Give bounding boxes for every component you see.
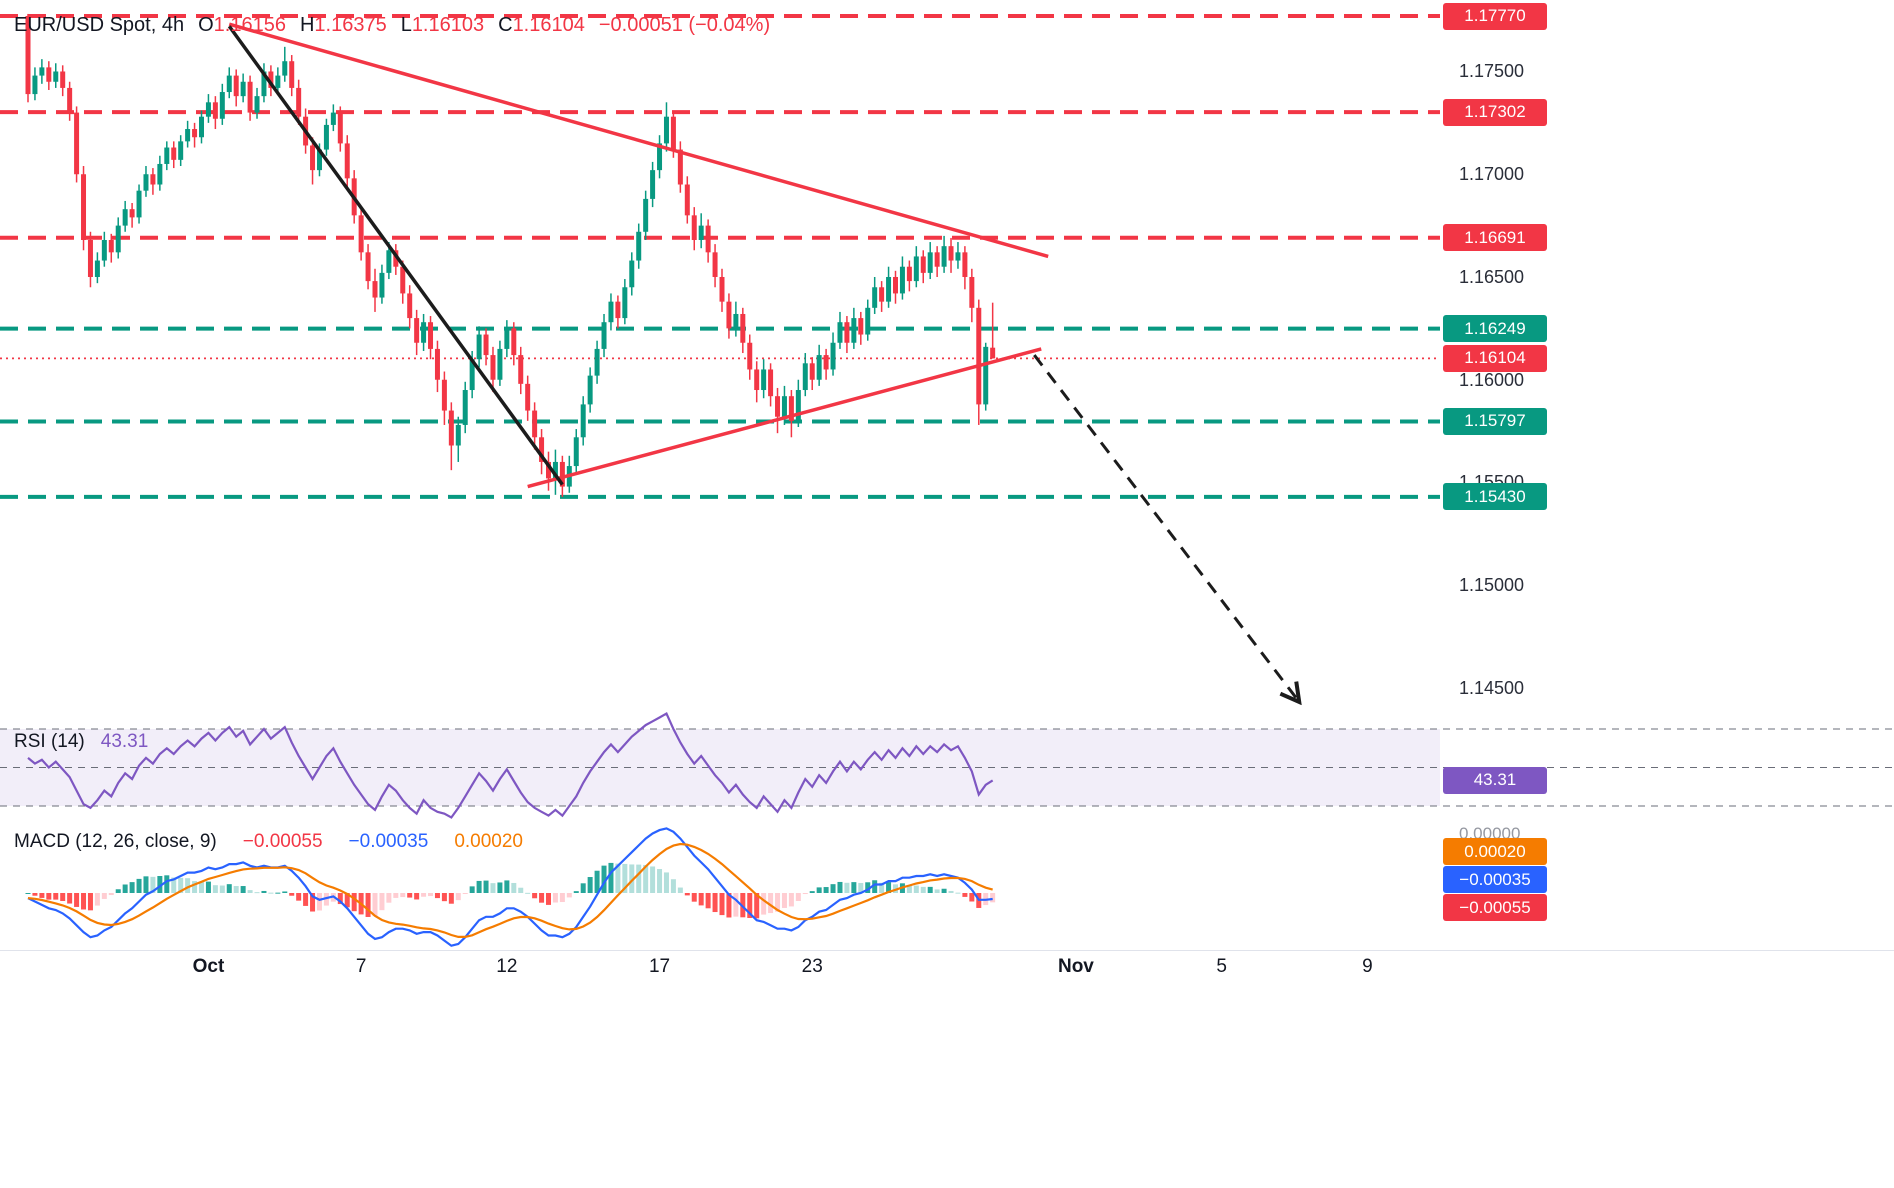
time-label: Nov [1057, 956, 1094, 977]
time-label: 9 [1362, 956, 1373, 977]
price-change: −0.00051 (−0.04%) [598, 14, 771, 36]
time-label: Oct [192, 956, 225, 977]
upper-descending-trendline[interactable] [228, 22, 1049, 259]
symbol-title: EUR/USD Spot, 4h [14, 14, 185, 36]
macd-hist-value: −0.00055 [242, 831, 323, 852]
projection-arrow[interactable] [1033, 354, 1298, 700]
rsi-label: RSI (14) [14, 731, 85, 752]
rsi-legend: RSI (14) 43.31 [14, 731, 148, 753]
time-label: 23 [801, 956, 823, 977]
black-downtrend-line[interactable] [227, 25, 564, 486]
horizontal-levels[interactable] [0, 14, 1440, 499]
macd-label: MACD (12, 26, close, 9) [14, 831, 217, 852]
candles-layer[interactable] [25, 13, 996, 497]
macd-line-value: −0.00035 [348, 831, 429, 852]
ohlc-open: O1.16156 [198, 14, 286, 36]
time-label: 5 [1216, 956, 1227, 977]
ohlc-close: C1.16104 [498, 14, 585, 36]
macd-line [27, 827, 993, 947]
macd-signal-value: 0.00020 [454, 831, 523, 852]
time-label: 7 [355, 956, 367, 977]
symbol-legend: EUR/USD Spot, 4h O1.16156 H1.16375 L1.16… [14, 14, 770, 37]
time-axis[interactable]: Oct 7 12 17 23 Nov 5 9 [0, 956, 1894, 988]
rsi-panel[interactable] [0, 712, 1894, 819]
rsi-value: 43.31 [100, 731, 149, 752]
trendlines-layer[interactable] [227, 22, 1298, 700]
time-label: 12 [496, 956, 518, 977]
ohlc-high: H1.16375 [299, 14, 387, 36]
time-label: 17 [648, 956, 671, 977]
macd-signal-line [27, 842, 993, 939]
macd-panel[interactable] [25, 827, 996, 947]
rsi-line [27, 712, 994, 819]
ohlc-low: L1.16103 [400, 14, 485, 36]
lower-ascending-trendline[interactable] [527, 347, 1042, 489]
macd-legend: MACD (12, 26, close, 9) −0.00055 −0.0003… [14, 831, 523, 853]
